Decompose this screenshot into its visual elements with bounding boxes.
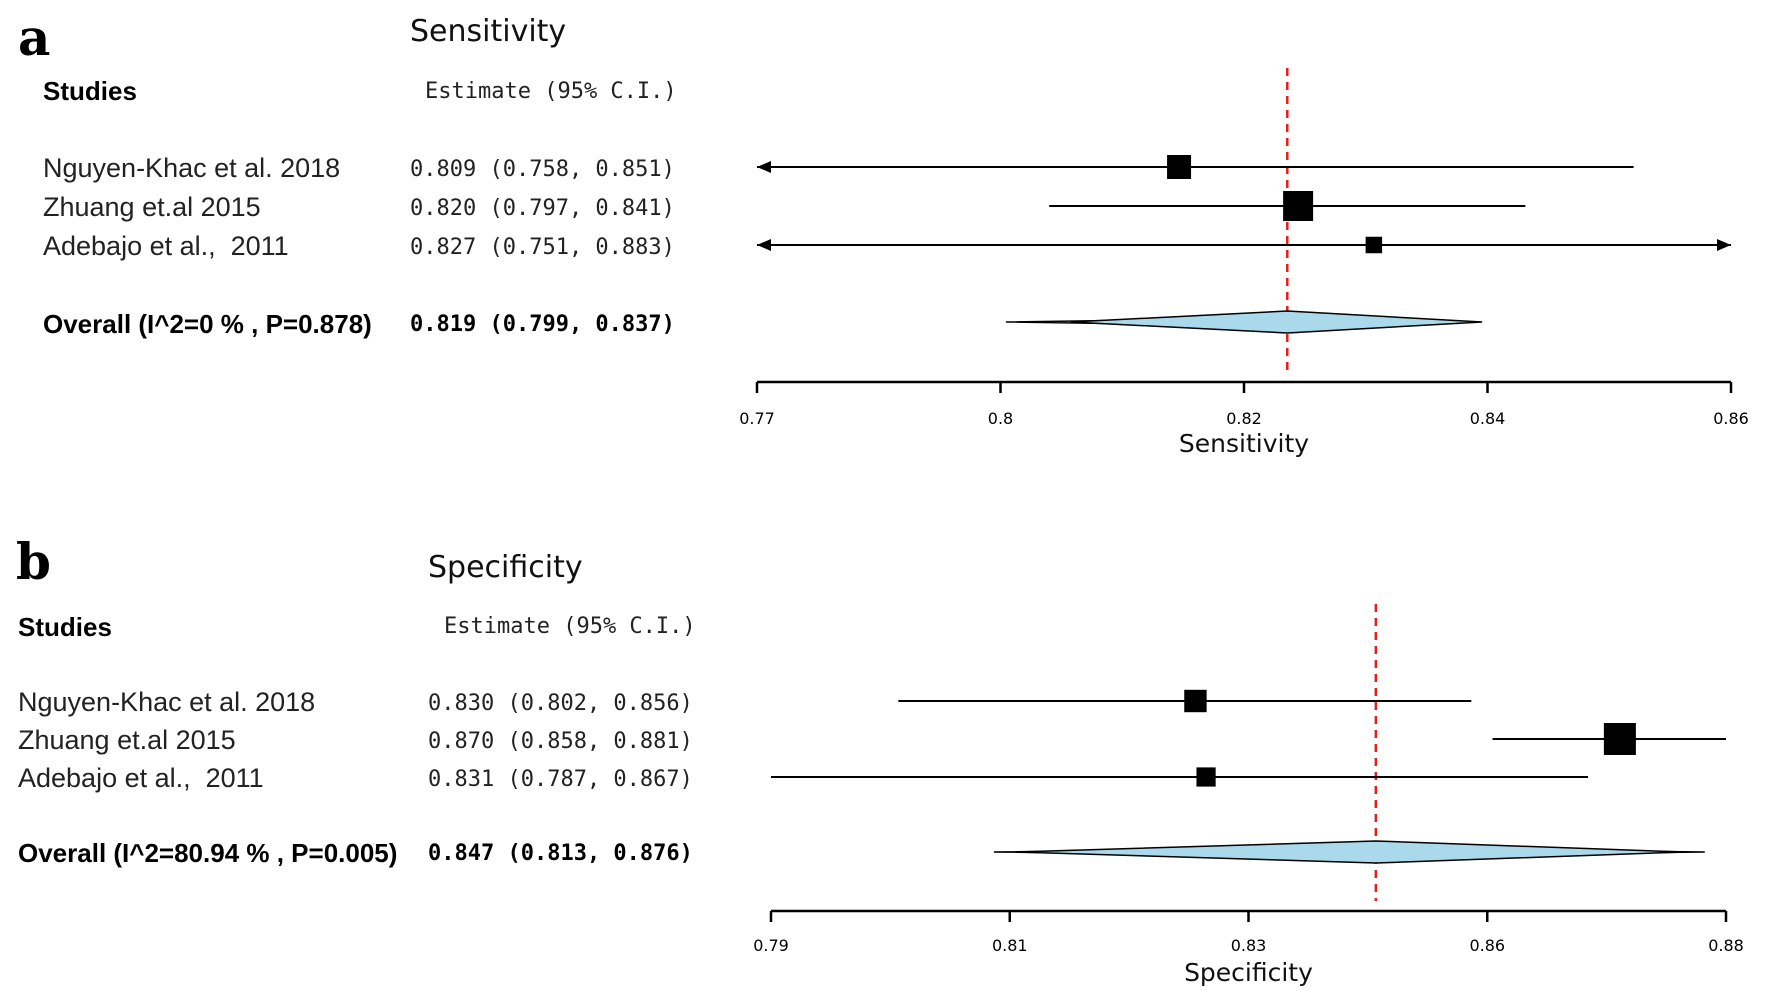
study-estimate: 0.809 (0.758, 0.851) — [410, 157, 675, 182]
studies-header: Studies — [18, 612, 112, 642]
x-tick-label: 0.8 — [988, 409, 1013, 428]
point-estimate-square — [1283, 191, 1314, 221]
overall-estimate: 0.847 (0.813, 0.876) — [428, 841, 693, 866]
x-axis-title: Specificity — [1184, 958, 1313, 987]
x-tick-label: 0.79 — [753, 936, 789, 955]
panel-title: Sensitivity — [410, 14, 567, 49]
estimate-header: Estimate (95% C.I.) — [425, 79, 677, 104]
x-tick-label: 0.83 — [1231, 936, 1267, 955]
point-estimate-square — [1603, 723, 1636, 755]
study-estimate: 0.830 (0.802, 0.856) — [428, 691, 693, 716]
x-axis-title: Sensitivity — [1179, 429, 1309, 458]
study-name: Adebajo et al., 2011 — [18, 763, 264, 793]
specificity-panel: b Specificity Studies Estimate (95% C.I.… — [0, 532, 1772, 1004]
panel-letter-a: a — [18, 8, 51, 67]
x-tick-label: 0.82 — [1226, 409, 1262, 428]
studies-header: Studies — [43, 76, 137, 106]
study-estimate: 0.820 (0.797, 0.841) — [410, 196, 675, 221]
study-estimate: 0.831 (0.787, 0.867) — [428, 767, 693, 792]
x-tick-label: 0.86 — [1713, 409, 1749, 428]
sensitivity-panel: a Sensitivity Studies Estimate (95% C.I.… — [0, 0, 1772, 470]
estimate-header: Estimate (95% C.I.) — [444, 614, 696, 639]
study-name: Nguyen-Khac et al. 2018 — [18, 687, 316, 717]
point-estimate-square — [1196, 767, 1216, 787]
study-estimate: 0.870 (0.858, 0.881) — [428, 729, 693, 754]
overall-diamond — [1015, 840, 1684, 864]
panel-title: Specificity — [428, 550, 583, 585]
x-tick-label: 0.86 — [1469, 936, 1505, 955]
ci-arrow-right — [1717, 239, 1731, 251]
ci-arrow-left — [757, 239, 771, 251]
point-estimate-square — [1167, 155, 1192, 179]
study-name: Zhuang et.al 2015 — [43, 192, 261, 222]
x-tick-label: 0.81 — [992, 936, 1028, 955]
sensitivity-forest-plot: 0.77 0.8 0.82 0.84 0.86 Sensitivity — [739, 68, 1749, 458]
study-name: Adebajo et al., 2011 — [43, 231, 289, 261]
x-tick-label: 0.84 — [1470, 409, 1506, 428]
overall-estimate: 0.819 (0.799, 0.837) — [410, 312, 675, 337]
x-tick-label: 0.77 — [739, 409, 775, 428]
study-estimate: 0.827 (0.751, 0.883) — [410, 235, 675, 260]
point-estimate-square — [1365, 236, 1383, 254]
overall-label: Overall (I^2=0 % , P=0.878) — [43, 309, 372, 339]
ci-arrow-left — [757, 161, 771, 173]
overall-label: Overall (I^2=80.94 % , P=0.005) — [18, 838, 398, 868]
panel-letter-b: b — [16, 532, 51, 591]
specificity-forest-plot: 0.79 0.81 0.83 0.86 0.88 Specificity — [753, 604, 1744, 987]
x-tick-label: 0.88 — [1708, 936, 1744, 955]
study-name: Zhuang et.al 2015 — [18, 725, 236, 755]
study-name: Nguyen-Khac et al. 2018 — [43, 153, 341, 183]
overall-diamond — [1070, 310, 1483, 334]
point-estimate-square — [1184, 689, 1207, 713]
